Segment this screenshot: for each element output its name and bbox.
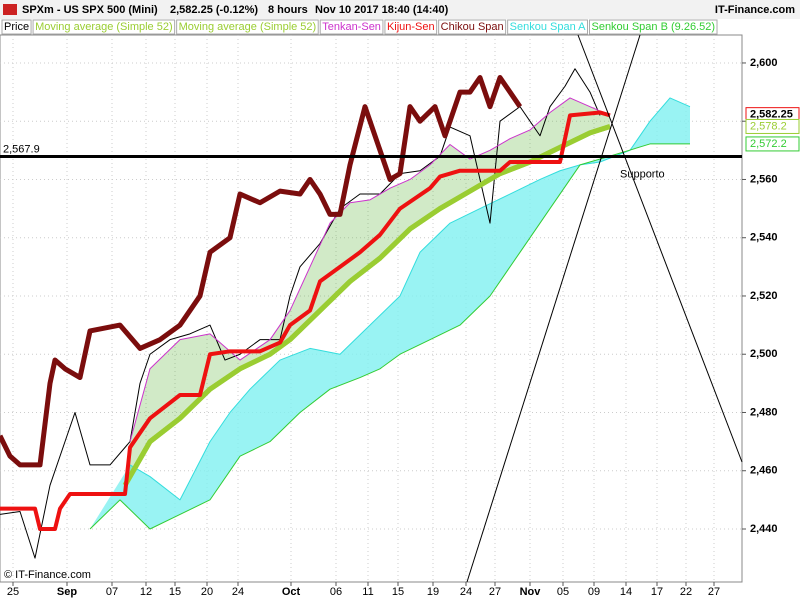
series-line (89, 143, 690, 530)
symbol-icon (3, 4, 17, 15)
period: 8 hours (268, 4, 308, 16)
legend-box (32, 19, 176, 35)
x-tick-label: Oct (282, 586, 301, 598)
header-bar (0, 0, 800, 19)
legend-box (438, 19, 507, 35)
legend-entry: Chikou Span (441, 21, 504, 33)
x-tick-label: 27 (489, 586, 501, 598)
x-tick-label: 12 (140, 586, 152, 598)
legend-entry: Kijun-Sen (387, 21, 435, 33)
y-tick-label: 2,540 (750, 232, 778, 244)
x-tick-label: 24 (232, 586, 244, 598)
brand: IT-Finance.com (715, 4, 795, 16)
x-tick-label: 06 (330, 586, 342, 598)
legend-entry: Senkou Span A (510, 21, 587, 33)
legend-box (176, 19, 319, 35)
x-tick-label: Sep (57, 586, 77, 598)
x-tick-label: 07 (106, 586, 118, 598)
legend-box (588, 19, 718, 35)
legend-entry: Price (4, 21, 29, 33)
x-tick-label: 20 (201, 586, 213, 598)
symbol: SPXm - US SPX 500 (Mini) (22, 4, 158, 16)
last-value-box (745, 136, 800, 152)
y-tick-label: 2,560 (750, 173, 778, 185)
last-value-box (745, 118, 800, 134)
trendline (577, 34, 743, 463)
x-tick-label: 22 (680, 586, 692, 598)
x-tick-label: 25 (7, 586, 19, 598)
series-line (0, 75, 523, 468)
last-value-label: 2,572.2 (750, 138, 787, 150)
y-tick-label: 2,520 (750, 290, 778, 302)
x-tick-label: 19 (427, 586, 439, 598)
x-tick-label: Nov (520, 586, 542, 598)
x-tick-label: 15 (392, 586, 404, 598)
datetime: Nov 10 2017 18:40 (14:40) (315, 4, 449, 16)
legend-entry: Moving average (Simple 52) (35, 21, 173, 33)
y-tick-label: 2,500 (750, 348, 778, 360)
support-label: 2,567.9 (3, 143, 40, 155)
series-line (122, 124, 611, 487)
x-tick-label: 09 (588, 586, 600, 598)
trendline (466, 34, 641, 583)
x-tick-label: 27 (708, 586, 720, 598)
y-tick-label: 2,600 (750, 57, 778, 69)
last-value-label: 2,578.2 (750, 120, 787, 132)
cloud-fill (90, 97, 690, 529)
copyright-brand: IT-Finance.com (15, 569, 91, 581)
series-line (0, 110, 611, 531)
legend-entry: Tenkan-Sen (322, 21, 381, 33)
quote: 2,582.25 (-0.12%) (170, 4, 258, 16)
support-text: Supporto (620, 168, 665, 180)
legend-box (384, 19, 438, 35)
series-line (0, 68, 601, 559)
x-tick-label: 14 (620, 586, 632, 598)
x-tick-label: 24 (460, 586, 472, 598)
series-line (129, 97, 691, 501)
y-tick-label: 2,480 (750, 406, 778, 418)
legend-box (1, 19, 32, 35)
y-tick-label: 2,440 (750, 523, 778, 535)
x-tick-label: 17 (651, 586, 663, 598)
legend-box (507, 19, 588, 35)
copyright: © IT-Finance.com (4, 569, 91, 581)
legend-box (319, 19, 384, 35)
legend-entry: Senkou Span B (9.26.52) (591, 21, 715, 33)
x-tick-label: 05 (557, 586, 569, 598)
y-tick-label: 2,460 (750, 465, 778, 477)
legend-entry: Moving average (Simple 52) (179, 21, 317, 33)
x-tick-label: 11 (362, 586, 373, 598)
x-tick-label: 15 (169, 586, 181, 598)
ma-fill (125, 97, 610, 486)
last-value-label: 2,582.25 (750, 109, 793, 121)
